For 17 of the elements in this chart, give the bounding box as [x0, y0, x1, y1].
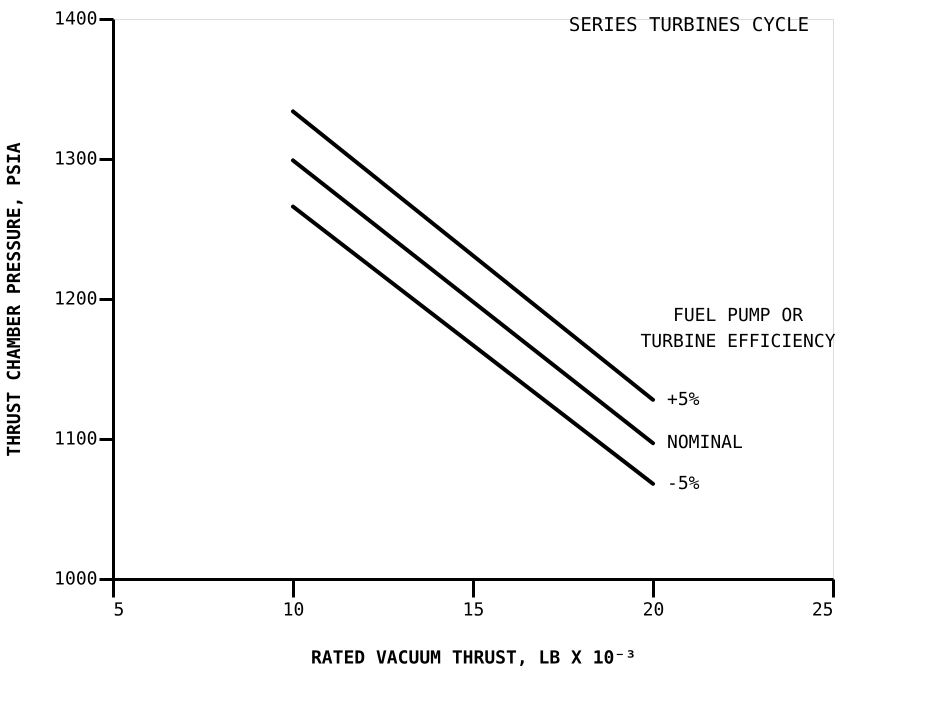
series-label: NOMINAL: [667, 432, 744, 454]
x-tick-label: 10: [282, 600, 304, 620]
x-tick-label: 15: [462, 600, 484, 620]
y-tick-label: 1200: [54, 288, 98, 310]
x-axis-title: RATED VACUUM THRUST, LB X 10⁻³: [310, 648, 636, 668]
legend-title: FUEL PUMP OR TURBINE EFFICIENCY: [640, 304, 836, 352]
y-tick-label: 1300: [54, 148, 98, 170]
y-tick-label: 1000: [54, 568, 98, 590]
x-tick-label: 20: [642, 600, 664, 620]
x-tick-label: 5: [114, 600, 124, 620]
y-axis-title: THRUST CHAMBER PRESSURE, PSIA: [4, 142, 26, 457]
series-label: +5%: [667, 388, 700, 410]
x-tick-label: 25: [812, 600, 834, 620]
y-tick-label: 1400: [54, 8, 98, 30]
chart-title: SERIES TURBINES CYCLE: [568, 14, 810, 36]
series-label: -5%: [667, 472, 700, 494]
y-tick-label: 1100: [54, 428, 98, 450]
